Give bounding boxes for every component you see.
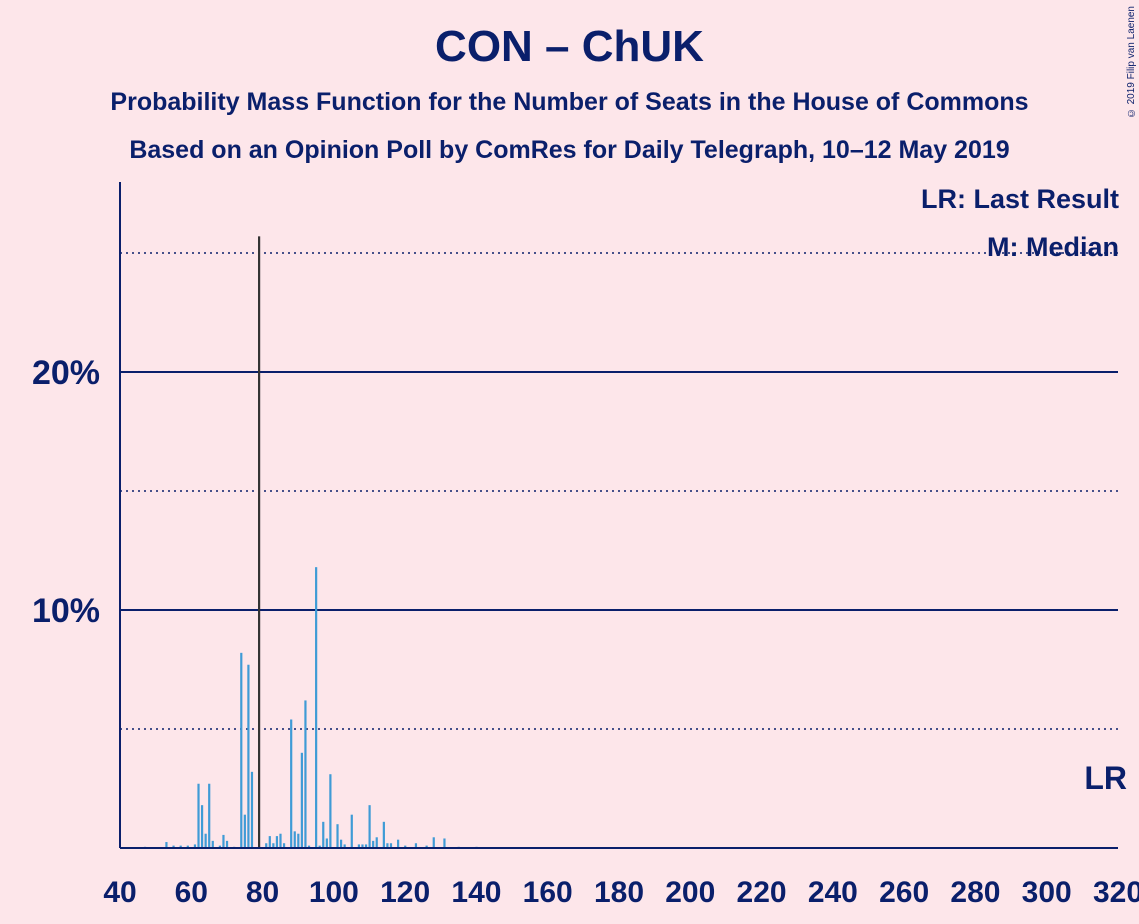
x-tick-label-280: 280 xyxy=(950,876,1000,909)
bar-seat-101 xyxy=(336,824,339,848)
bar-seat-118 xyxy=(397,839,400,848)
bar-seat-123 xyxy=(414,843,418,848)
axes xyxy=(119,182,1118,849)
chart-subtitle: Probability Mass Function for the Number… xyxy=(110,88,1029,116)
bar-seat-66 xyxy=(211,840,214,848)
bar-seat-120 xyxy=(404,845,407,848)
x-tick-label-40: 40 xyxy=(103,876,136,909)
bar-seat-116 xyxy=(389,843,393,848)
x-tick-label-120: 120 xyxy=(380,876,430,909)
bar-seat-65 xyxy=(208,783,211,848)
x-tick-labels: 40 60 80 100 120 140 160 180 200 220 240 260 280 300 3… xyxy=(103,876,1139,909)
bar-seat-77 xyxy=(250,771,254,848)
bar-seat-102 xyxy=(339,839,343,848)
bar-seat-64 xyxy=(204,833,207,848)
bar-seat-95 xyxy=(315,567,318,848)
bar-seat-88 xyxy=(290,719,293,848)
bar-seat-59 xyxy=(186,845,189,848)
x-tick-label-140: 140 xyxy=(451,876,501,909)
x-tick-label-60: 60 xyxy=(175,876,208,909)
bar-seat-75 xyxy=(243,814,246,848)
bar-seat-85 xyxy=(279,833,282,848)
bar-seat-63 xyxy=(200,805,204,848)
bar-seat-110 xyxy=(368,805,371,848)
bar-seat-53 xyxy=(165,842,168,848)
bar-seat-92 xyxy=(304,700,307,848)
bar-seat-90 xyxy=(297,833,300,848)
bar-seat-96 xyxy=(318,845,321,848)
bar-seat-112 xyxy=(375,837,378,848)
bar-seat-68 xyxy=(218,845,221,848)
x-tick-label-260: 260 xyxy=(879,876,929,909)
y-tick-label-20: 20% xyxy=(32,354,100,392)
bar-seat-89 xyxy=(293,831,296,848)
bar-seat-79 xyxy=(258,236,261,849)
bar-seat-76 xyxy=(247,664,250,848)
x-tick-label-200: 200 xyxy=(665,876,715,909)
bar-seat-93 xyxy=(307,845,311,848)
bar-series xyxy=(143,236,478,849)
bar-seat-114 xyxy=(382,821,385,848)
bar-seat-70 xyxy=(225,840,229,848)
bar-seat-55 xyxy=(172,845,175,848)
x-tick-label-240: 240 xyxy=(808,876,858,909)
bar-seat-107 xyxy=(357,844,361,848)
bar-seat-83 xyxy=(272,843,275,848)
bar-seat-131 xyxy=(443,838,446,848)
bar-seat-84 xyxy=(275,836,279,848)
bar-seat-111 xyxy=(372,840,375,848)
bar-seat-74 xyxy=(240,652,243,848)
chart-source: Based on an Opinion Poll by ComRes for D… xyxy=(129,136,1010,164)
x-tick-label-160: 160 xyxy=(523,876,573,909)
bar-seat-105 xyxy=(350,814,353,848)
bar-seat-86 xyxy=(282,843,286,848)
x-tick-label-180: 180 xyxy=(594,876,644,909)
bar-seat-69 xyxy=(222,834,225,848)
bar-seat-81 xyxy=(265,843,268,848)
x-tick-label-320: 320 xyxy=(1093,876,1139,909)
bar-seat-108 xyxy=(361,844,364,848)
bar-seat-115 xyxy=(386,843,389,848)
bar-seat-61 xyxy=(193,844,197,848)
x-tick-label-80: 80 xyxy=(246,876,279,909)
bar-seat-99 xyxy=(329,774,332,848)
bar-seat-91 xyxy=(300,752,303,848)
legend-last-result: LR: Last Result xyxy=(920,184,1119,214)
chart-title: CON – ChUK xyxy=(435,22,704,71)
x-tick-label-300: 300 xyxy=(1022,876,1072,909)
bar-seat-98 xyxy=(325,838,328,848)
bar-seat-57 xyxy=(179,845,182,848)
y-tick-label-10: 10% xyxy=(32,592,100,630)
legend-median: M: Median xyxy=(987,232,1119,262)
bar-seat-82 xyxy=(268,836,271,848)
x-tick-label-100: 100 xyxy=(309,876,359,909)
bar-seat-109 xyxy=(364,844,368,848)
bar-seat-103 xyxy=(343,844,346,848)
bar-seat-128 xyxy=(432,837,435,848)
bar-seat-126 xyxy=(425,845,428,848)
y-tick-labels: 10% 20% xyxy=(32,354,100,630)
bar-seat-97 xyxy=(322,821,325,848)
last-result-marker-label: LR xyxy=(1084,760,1127,796)
bar-seat-62 xyxy=(197,783,200,848)
gridlines xyxy=(120,252,1118,730)
x-tick-label-220: 220 xyxy=(737,876,787,909)
